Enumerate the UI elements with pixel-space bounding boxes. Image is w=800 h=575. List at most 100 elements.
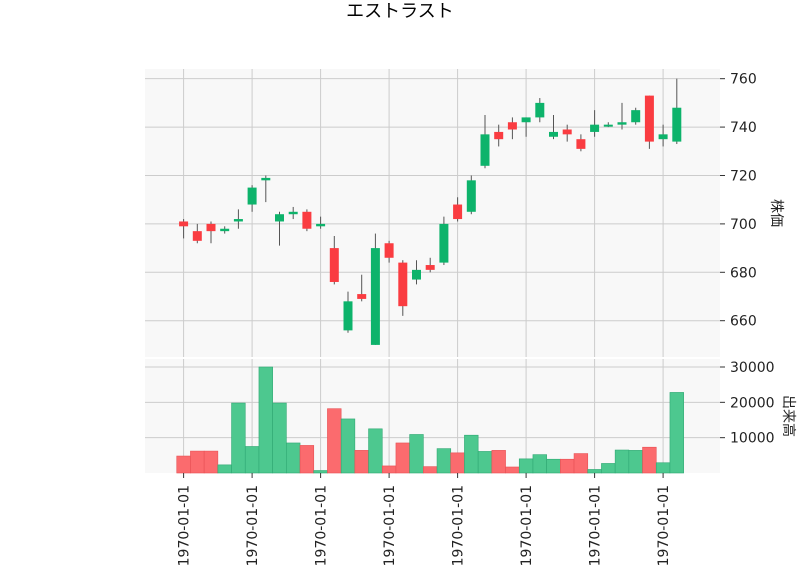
volume-bar xyxy=(587,469,602,474)
x-tick-label: 1970-01-01 xyxy=(588,485,604,566)
candle-body xyxy=(288,211,298,215)
candle-body xyxy=(343,301,353,331)
price-tick-label: 720 xyxy=(730,168,757,184)
price-tick-label: 680 xyxy=(730,265,757,281)
candle-body xyxy=(672,107,682,142)
price-tick-label: 660 xyxy=(730,314,757,330)
volume-bar xyxy=(532,454,547,474)
x-tick-label: 1970-01-01 xyxy=(314,485,330,566)
volume-bar xyxy=(477,451,493,474)
volume-bar xyxy=(286,442,301,474)
volume-bar xyxy=(491,450,506,474)
volume-bar xyxy=(518,458,534,474)
grid-lines xyxy=(145,69,720,473)
candle-body xyxy=(302,211,312,229)
volume-bar xyxy=(560,458,575,474)
volume-bar xyxy=(450,452,465,474)
x-tick-label: 1970-01-01 xyxy=(451,485,467,566)
x-tick-label: 1970-01-01 xyxy=(177,485,193,566)
candle-body xyxy=(206,223,216,232)
candle-body xyxy=(590,124,600,132)
candle-body xyxy=(617,122,627,125)
candle-body xyxy=(521,117,531,123)
x-axis-ticks: 1970-01-01 1970-01-01 1970-01-01 1970-01-01… xyxy=(177,473,672,566)
volume-bar xyxy=(655,462,671,474)
volume-bar xyxy=(436,448,452,474)
candle-body xyxy=(549,131,558,137)
volume-tick-label: 10000 xyxy=(730,431,775,447)
volume-bar xyxy=(601,463,616,474)
x-tick-label: 1970-01-01 xyxy=(245,485,261,566)
volume-bar xyxy=(327,408,342,474)
candle-body xyxy=(329,248,339,282)
candle-body xyxy=(453,204,463,220)
volume-bar xyxy=(423,466,438,474)
volume-bar xyxy=(395,442,410,474)
candle-body xyxy=(233,219,243,222)
x-tick-label: 1970-01-01 xyxy=(519,485,535,566)
volume-bar xyxy=(546,458,561,474)
volume-tick-label: 30000 xyxy=(730,360,775,376)
volume-bar xyxy=(203,450,219,474)
volume-bar xyxy=(505,466,520,474)
candle-body xyxy=(603,124,613,127)
candle-body xyxy=(658,134,668,140)
price-axis-label: 株価 xyxy=(768,199,784,227)
volume-bar xyxy=(669,392,684,474)
candles xyxy=(179,78,682,345)
candle-body xyxy=(507,122,517,130)
volume-axis-ticks: 10000 20000 30000 xyxy=(720,360,775,447)
candle-body xyxy=(316,223,326,227)
volume-bar xyxy=(313,470,328,474)
candle-body xyxy=(398,262,408,307)
volume-tick-label: 20000 xyxy=(730,395,775,411)
volume-bar xyxy=(464,434,479,474)
x-tick-label: 1970-01-01 xyxy=(382,485,398,566)
candle-body xyxy=(439,223,449,263)
candle-body xyxy=(644,95,654,142)
volume-bar xyxy=(190,450,205,474)
volume-bar xyxy=(217,464,232,474)
candle-body xyxy=(576,139,586,149)
candle-body xyxy=(494,131,504,140)
candle-body xyxy=(631,110,641,123)
volume-bar xyxy=(573,453,589,474)
volume-bar xyxy=(368,428,383,474)
price-panel-background xyxy=(145,69,720,357)
candle-body xyxy=(261,177,271,181)
volume-bar xyxy=(258,366,273,474)
volume-bar xyxy=(272,402,287,474)
candle-body xyxy=(562,129,572,135)
price-tick-label: 700 xyxy=(730,217,757,233)
volume-bar xyxy=(340,418,356,474)
volume-bar xyxy=(381,465,397,474)
candle-body xyxy=(275,214,284,222)
volume-bar xyxy=(299,445,315,474)
candle-body xyxy=(466,180,476,212)
price-axis-ticks: 660 680 700 720 740 760 xyxy=(720,72,757,330)
volume-bar xyxy=(628,450,643,474)
x-tick-label: 1970-01-01 xyxy=(656,485,672,566)
volume-bar xyxy=(244,446,260,474)
volume-bar xyxy=(614,449,630,474)
candle-body xyxy=(357,294,367,299)
candle-body xyxy=(247,187,257,205)
volume-axis-label: 出来高 xyxy=(780,395,797,437)
volume-bar xyxy=(354,450,369,474)
candle-body xyxy=(425,265,435,270)
price-tick-label: 760 xyxy=(730,72,757,88)
volume-bar xyxy=(642,446,657,474)
candle-body xyxy=(220,228,230,232)
volume-bars xyxy=(176,366,684,474)
price-tick-label: 740 xyxy=(730,120,757,136)
candle-body xyxy=(412,269,421,280)
candle-body xyxy=(535,102,545,118)
candle-body xyxy=(480,134,490,166)
volume-bar xyxy=(409,434,424,474)
volume-bar xyxy=(231,402,246,474)
candle-body xyxy=(384,243,394,258)
candle-body xyxy=(179,221,189,227)
candle-body xyxy=(192,231,202,241)
chart-title: エストラスト xyxy=(346,1,454,22)
